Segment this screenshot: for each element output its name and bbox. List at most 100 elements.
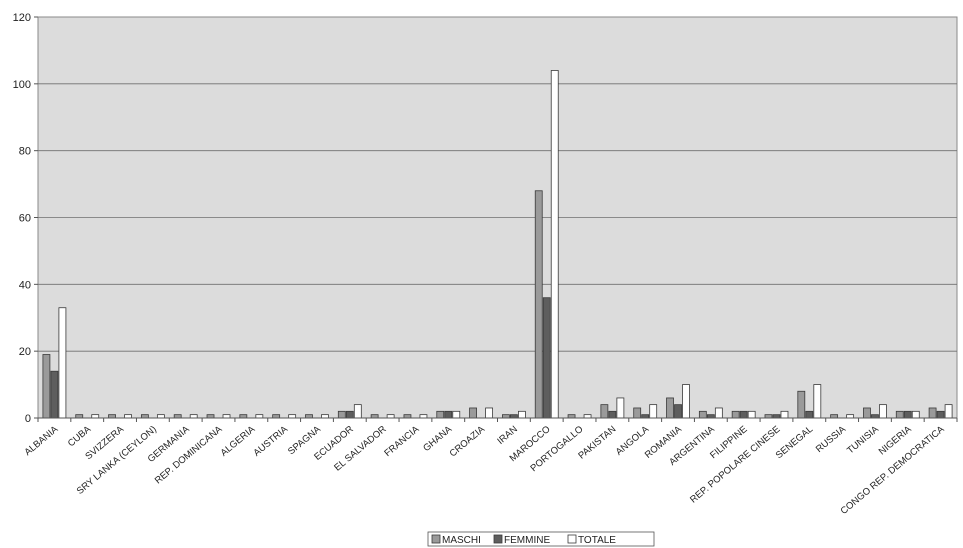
bar-totale — [91, 414, 100, 419]
bar-maschi — [666, 397, 674, 419]
bar-totale — [452, 410, 461, 419]
bar-femmine — [772, 414, 781, 419]
y-tick-label: 0 — [25, 413, 31, 425]
bar-totale — [846, 414, 855, 419]
bar-totale — [813, 384, 822, 419]
bar-femmine — [903, 410, 912, 419]
bar-femmine — [345, 410, 354, 419]
bar-totale — [386, 414, 395, 419]
bar-totale — [321, 414, 329, 419]
bar-femmine — [510, 414, 518, 419]
bar-totale — [879, 404, 887, 419]
bar-maschi — [403, 414, 412, 419]
bar-totale — [583, 414, 592, 419]
bar-totale — [714, 407, 723, 419]
bar-femmine — [805, 410, 814, 419]
bar-maschi — [75, 414, 84, 419]
bar-totale — [288, 414, 297, 419]
bar-maschi — [764, 414, 773, 419]
bar-femmine — [674, 404, 682, 419]
bar-maschi — [206, 414, 215, 419]
y-tick-label: 80 — [19, 146, 31, 158]
bar-maschi — [337, 410, 346, 419]
y-axis: 0 20 40 60 80 100 120 — [13, 12, 38, 425]
bar-maschi — [797, 390, 806, 419]
x-tick-label: CUBA — [66, 423, 94, 449]
y-tick-label: 20 — [19, 346, 31, 358]
bar-totale — [944, 404, 953, 419]
bar-maschi — [863, 407, 871, 419]
bar-maschi — [895, 410, 904, 419]
bar-maschi — [42, 354, 51, 419]
bar-totale — [353, 404, 362, 419]
legend-box — [427, 531, 655, 547]
x-tick-label: AUSTRIA — [251, 423, 290, 458]
bar-femmine — [542, 297, 551, 419]
bar-maschi — [698, 410, 707, 419]
legend-swatch-femmine — [493, 534, 503, 544]
bar-maschi — [600, 404, 609, 419]
x-tick-label: FRANCIA — [382, 423, 422, 459]
bar-totale — [58, 307, 67, 419]
bar-totale — [156, 414, 165, 419]
legend-label-femmine: FEMMINE — [504, 535, 550, 546]
bar-maschi — [173, 414, 182, 419]
bar-totale — [550, 70, 559, 419]
bar-femmine — [50, 370, 59, 419]
bar-totale — [649, 404, 658, 419]
bar-maschi — [830, 414, 839, 419]
bar-femmine — [608, 410, 617, 419]
bar-maschi — [731, 410, 740, 419]
bar-femmine — [444, 410, 453, 419]
bar-totale — [911, 410, 920, 419]
legend-label-totale: TOTALE — [578, 535, 616, 546]
bar-totale — [222, 414, 231, 419]
bar-totale — [485, 407, 493, 419]
bar-femmine — [706, 414, 715, 419]
legend: MASCHI FEMMINE TOTALE — [427, 531, 655, 547]
bar-femmine — [936, 410, 945, 419]
x-tick-label: IRAN — [495, 424, 520, 447]
bar-maschi — [370, 414, 379, 419]
bar-totale — [682, 384, 690, 419]
bar-femmine — [641, 414, 650, 419]
x-tick-label: ALGERIA — [219, 423, 258, 458]
bar-maschi — [108, 414, 116, 419]
y-tick-label: 100 — [13, 79, 31, 91]
bar-totale — [124, 414, 132, 419]
x-tick-label: ALBANIA — [23, 423, 61, 458]
bar-femmine — [871, 414, 879, 419]
legend-swatch-maschi — [431, 534, 441, 544]
bar-maschi — [567, 414, 576, 419]
x-tick-label: TUNISIA — [845, 423, 881, 456]
legend-label-maschi: MASCHI — [442, 535, 481, 546]
bar-totale — [419, 414, 428, 419]
bar-maschi — [140, 414, 149, 419]
y-tick-label: 120 — [13, 12, 31, 24]
bar-maschi — [928, 407, 937, 419]
y-tick-label: 60 — [19, 213, 31, 225]
y-tick-label: 40 — [19, 279, 31, 291]
bar-femmine — [739, 410, 748, 419]
bar-maschi — [534, 190, 543, 419]
bar-totale — [518, 410, 526, 419]
bar-totale — [616, 397, 625, 419]
bar-totale — [255, 414, 264, 419]
bar-totale — [780, 410, 789, 419]
bar-maschi — [239, 414, 248, 419]
bar-totale — [747, 410, 756, 419]
bar-maschi — [272, 414, 281, 419]
bar-maschi — [305, 414, 313, 419]
bar-maschi — [502, 414, 510, 419]
gridlines — [38, 83, 957, 352]
bar-totale — [189, 414, 198, 419]
bar-maschi — [633, 407, 642, 419]
bar-maschi — [469, 407, 477, 419]
bar-maschi — [436, 410, 445, 419]
x-tick-label: CROAZIA — [448, 423, 488, 459]
legend-swatch-totale — [567, 534, 577, 544]
x-tick-label: RUSSIA — [814, 423, 849, 455]
